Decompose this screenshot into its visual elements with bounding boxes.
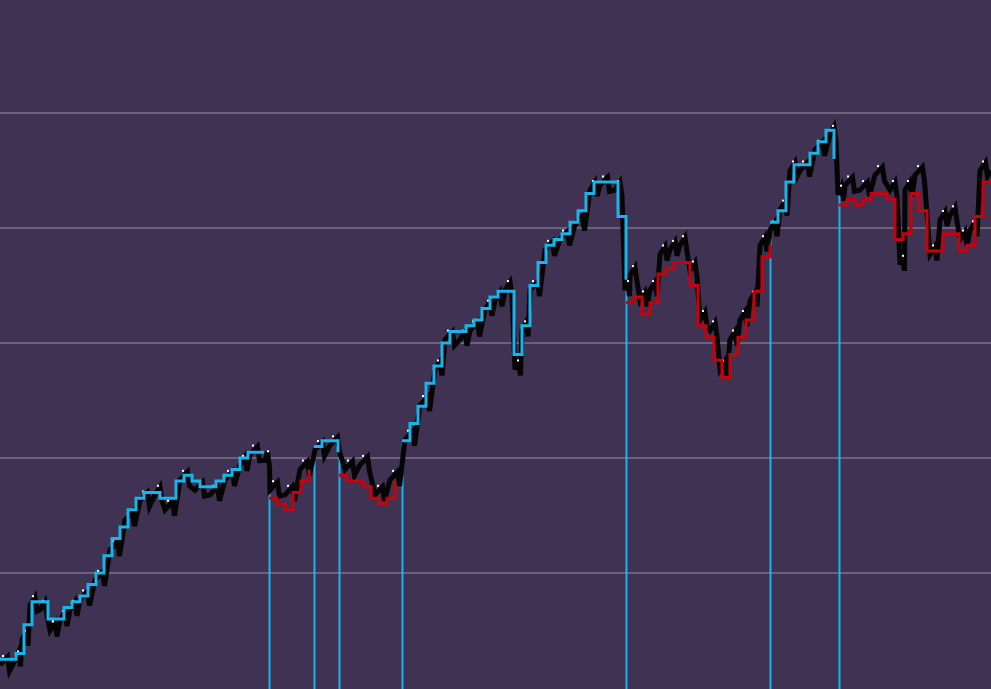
supertrend-up-segment	[314, 439, 340, 453]
price-tick	[907, 180, 909, 183]
price-tick	[962, 229, 964, 232]
price-tick	[287, 484, 289, 487]
price-tick	[487, 299, 489, 302]
price-tick	[317, 439, 319, 442]
price-tick	[32, 595, 34, 598]
price-tick	[702, 310, 704, 312]
price-tick	[762, 235, 764, 238]
price-tick	[17, 650, 19, 653]
price-tick	[362, 454, 364, 457]
price-tick	[517, 359, 519, 362]
price-tick	[182, 469, 184, 472]
gridlines	[0, 112, 991, 574]
price-tick	[847, 175, 849, 178]
price-tick	[792, 160, 794, 163]
price-tick	[862, 180, 864, 183]
supertrend-down-segment	[269, 469, 311, 512]
price-tick	[917, 165, 919, 168]
price-tick	[422, 395, 424, 398]
price-tick	[712, 320, 714, 323]
signal-lines	[268, 189, 841, 689]
supertrend-down-segment	[626, 245, 772, 379]
supertrend-up-segment	[770, 128, 836, 224]
price-tick	[547, 239, 549, 242]
price-tick	[507, 280, 509, 283]
price-tick	[392, 469, 394, 472]
price-tick	[272, 480, 274, 483]
supertrend-up-segment	[0, 450, 264, 661]
supertrend-down-segment	[839, 180, 991, 253]
price-tick	[682, 235, 684, 238]
price-tick	[524, 320, 526, 323]
price-tick	[782, 199, 784, 202]
price-tick	[157, 484, 159, 487]
price-tick	[662, 244, 664, 247]
price-tick	[437, 359, 439, 362]
price-tick	[642, 290, 644, 293]
price-tick	[692, 260, 694, 263]
price-tick	[932, 244, 934, 247]
price-tick	[2, 655, 4, 657]
supertrend-down-segment	[339, 473, 397, 506]
price-tick	[840, 184, 842, 187]
price-tick	[242, 454, 244, 457]
price-tick	[632, 265, 634, 268]
price-series	[0, 118, 991, 680]
price-tick	[627, 280, 629, 283]
price-tick	[267, 450, 269, 453]
price-tick	[942, 209, 944, 212]
price-tick	[802, 160, 804, 163]
price-tick	[97, 569, 99, 572]
supertrend-up-segment	[402, 180, 628, 443]
price-tick	[982, 160, 984, 163]
price-tick	[562, 229, 564, 232]
supertrend-series	[0, 128, 991, 661]
price-tick	[732, 329, 734, 332]
price-tick	[832, 124, 834, 127]
price-tick	[377, 484, 379, 487]
price-tick	[407, 429, 409, 432]
price-tick	[332, 435, 334, 438]
price-tick	[902, 254, 904, 257]
price-line	[0, 118, 991, 680]
price-tick	[227, 469, 229, 472]
price-tick	[82, 589, 84, 592]
price-tick	[952, 205, 954, 208]
price-tick	[447, 329, 449, 332]
price-tick	[302, 459, 304, 462]
price-tick	[252, 444, 254, 447]
price-tick	[742, 310, 744, 312]
price-tick	[347, 459, 349, 462]
price-tick	[52, 620, 54, 623]
price-tick	[602, 175, 604, 178]
price-tick	[892, 180, 894, 183]
price-tick	[532, 280, 534, 283]
price-tick	[972, 220, 974, 223]
price-tick	[167, 499, 169, 502]
price-tick	[877, 165, 879, 168]
price-tick	[652, 280, 654, 283]
price-tick	[672, 239, 674, 242]
